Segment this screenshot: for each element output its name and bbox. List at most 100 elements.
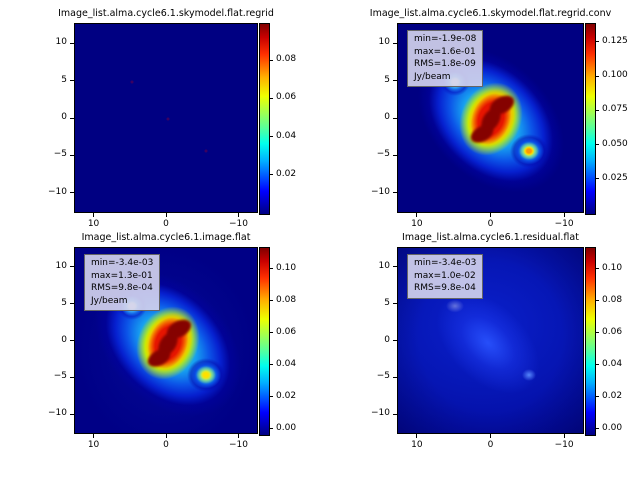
y-tick-label: 10: [378, 260, 390, 271]
colorbar-tick-label: 0.06: [276, 92, 297, 103]
y-tick-mark: [393, 117, 397, 119]
colorbar-tick-label: 0.06: [276, 326, 297, 337]
colorbar-tick-mark: [270, 97, 273, 99]
y-tick-label: 5: [384, 74, 390, 85]
x-tick-label: −10: [554, 219, 574, 229]
y-tick-label: 5: [61, 74, 67, 85]
colorbar-tick-mark: [596, 364, 599, 366]
colorbar-tick-label: 0.08: [276, 54, 297, 65]
colorbar-tick-mark: [596, 144, 599, 146]
colorbar-tick-label: 0.10: [602, 262, 623, 273]
y-tick-mark: [70, 80, 74, 82]
colorbar-tick-label: 0.02: [276, 390, 297, 401]
heatmap-residual-flat: min=-3.4e-03 max=1.0e-02 RMS=9.8e-04: [397, 247, 584, 434]
colorbar-tick-label: 0.08: [276, 294, 297, 305]
x-tick-mark: [237, 213, 239, 217]
x-tick-mark: [563, 434, 565, 438]
x-tick-mark: [237, 434, 239, 438]
y-tick-mark: [393, 42, 397, 44]
stats-line: min=-3.4e-03: [414, 258, 477, 268]
stats-line: Jy/beam: [414, 71, 451, 82]
y-tick-label: −5: [53, 149, 67, 160]
colorbar-tick-label: 0.00: [276, 422, 297, 433]
x-tick-label: −10: [554, 440, 574, 450]
stats-box: min=-3.4e-03 max=1.3e-01 RMS=9.8e-04 Jy/bea…: [84, 254, 161, 312]
stats-line: RMS=9.8e-04: [91, 283, 153, 294]
y-tick-mark: [70, 413, 74, 415]
colorbar-tick-label: 0.06: [602, 326, 623, 337]
x-tick-label: 10: [87, 440, 100, 450]
y-tick-label: −10: [371, 408, 390, 419]
colorbar-tick-label: 0.050: [602, 138, 628, 149]
x-tick-mark: [165, 434, 167, 438]
colorbar-tick-mark: [596, 75, 599, 77]
x-tick-mark: [416, 213, 418, 217]
stats-line: RMS=9.8e-04: [414, 283, 476, 294]
x-tick-label: 0: [163, 219, 169, 229]
y-tick-mark: [70, 192, 74, 194]
colorbar-tick-label: 0.08: [602, 294, 623, 305]
colorbar-tick-mark: [596, 396, 599, 398]
y-tick-label: 0: [61, 334, 67, 345]
colorbar-tick-label: 0.04: [276, 358, 297, 369]
heatmap-skymodel-regrid: [74, 23, 258, 213]
colorbar-tick-label: 0.075: [602, 104, 628, 115]
subplot-image-flat: Image_list.alma.cycle6.1.image.flat min=…: [48, 232, 296, 450]
y-tick-mark: [70, 117, 74, 119]
y-tick-mark: [393, 376, 397, 378]
stats-line: max=1.0e-02: [414, 270, 476, 281]
subplot-skymodel-regrid: Image_list.alma.cycle6.1.skymodel.flat.r…: [48, 8, 296, 229]
colorbar: [259, 247, 270, 436]
x-tick-mark: [93, 434, 95, 438]
colorbar-tick-label: 0.00: [602, 422, 623, 433]
stats-line: max=1.6e-01: [414, 46, 476, 57]
colorbar-tick-label: 0.04: [276, 130, 297, 141]
colorbar-tick-mark: [270, 59, 273, 61]
colorbar-tick-label: 0.125: [602, 35, 628, 46]
colorbar-tick-mark: [270, 332, 273, 334]
colorbar: [585, 23, 596, 215]
colorbar-tick-mark: [270, 136, 273, 138]
y-tick-mark: [70, 154, 74, 156]
y-tick-mark: [70, 42, 74, 44]
point-source-blob: [166, 117, 170, 121]
y-tick-label: 0: [61, 112, 67, 122]
subplot-title: Image_list.alma.cycle6.1.image.flat: [81, 232, 251, 243]
x-tick-label: 10: [87, 219, 100, 229]
y-tick-label: −5: [376, 371, 390, 382]
y-tick-mark: [393, 192, 397, 194]
x-tick-label: 0: [487, 219, 494, 229]
x-tick-mark: [490, 213, 491, 217]
colorbar-tick-label: 0.100: [602, 70, 628, 81]
y-tick-mark: [393, 266, 397, 268]
x-tick-mark: [416, 434, 418, 438]
colorbar: [259, 23, 270, 215]
colorbar-tick-mark: [596, 41, 599, 43]
colorbar-tick-label: 0.04: [602, 358, 623, 369]
x-tick-label: 0: [487, 440, 494, 450]
y-tick-mark: [393, 80, 397, 82]
stats-line: Jy/beam: [91, 295, 128, 306]
colorbar-tick-mark: [596, 268, 599, 270]
colorbar-tick-mark: [270, 364, 273, 366]
heatmap-skymodel-conv: min=-1.9e-08 max=1.6e-01 RMS=1.8e-09 Jy/bea…: [397, 23, 584, 213]
x-tick-mark: [490, 434, 491, 438]
y-tick-mark: [393, 154, 397, 156]
y-tick-label: 0: [384, 112, 390, 122]
point-source-blob: [204, 149, 208, 153]
secondary-source-core: [523, 146, 535, 156]
colorbar-tick-mark: [596, 428, 599, 430]
y-tick-label: 0: [384, 334, 390, 345]
y-tick-label: 10: [55, 260, 67, 271]
y-tick-mark: [393, 413, 397, 415]
x-tick-mark: [93, 213, 95, 217]
colorbar-tick-label: 0.02: [602, 390, 623, 401]
subplot-skymodel-conv: Image_list.alma.cycle6.1.skymodel.flat.r…: [370, 8, 628, 229]
x-tick-label: 10: [411, 219, 423, 229]
stats-line: RMS=1.8e-09: [414, 59, 476, 70]
y-tick-label: −10: [48, 408, 67, 419]
stats-box: min=-3.4e-03 max=1.0e-02 RMS=9.8e-04: [407, 254, 484, 299]
y-tick-label: −5: [376, 149, 390, 160]
colorbar-tick-mark: [270, 174, 273, 176]
subplot-title: Image_list.alma.cycle6.1.skymodel.flat.r…: [369, 8, 612, 19]
